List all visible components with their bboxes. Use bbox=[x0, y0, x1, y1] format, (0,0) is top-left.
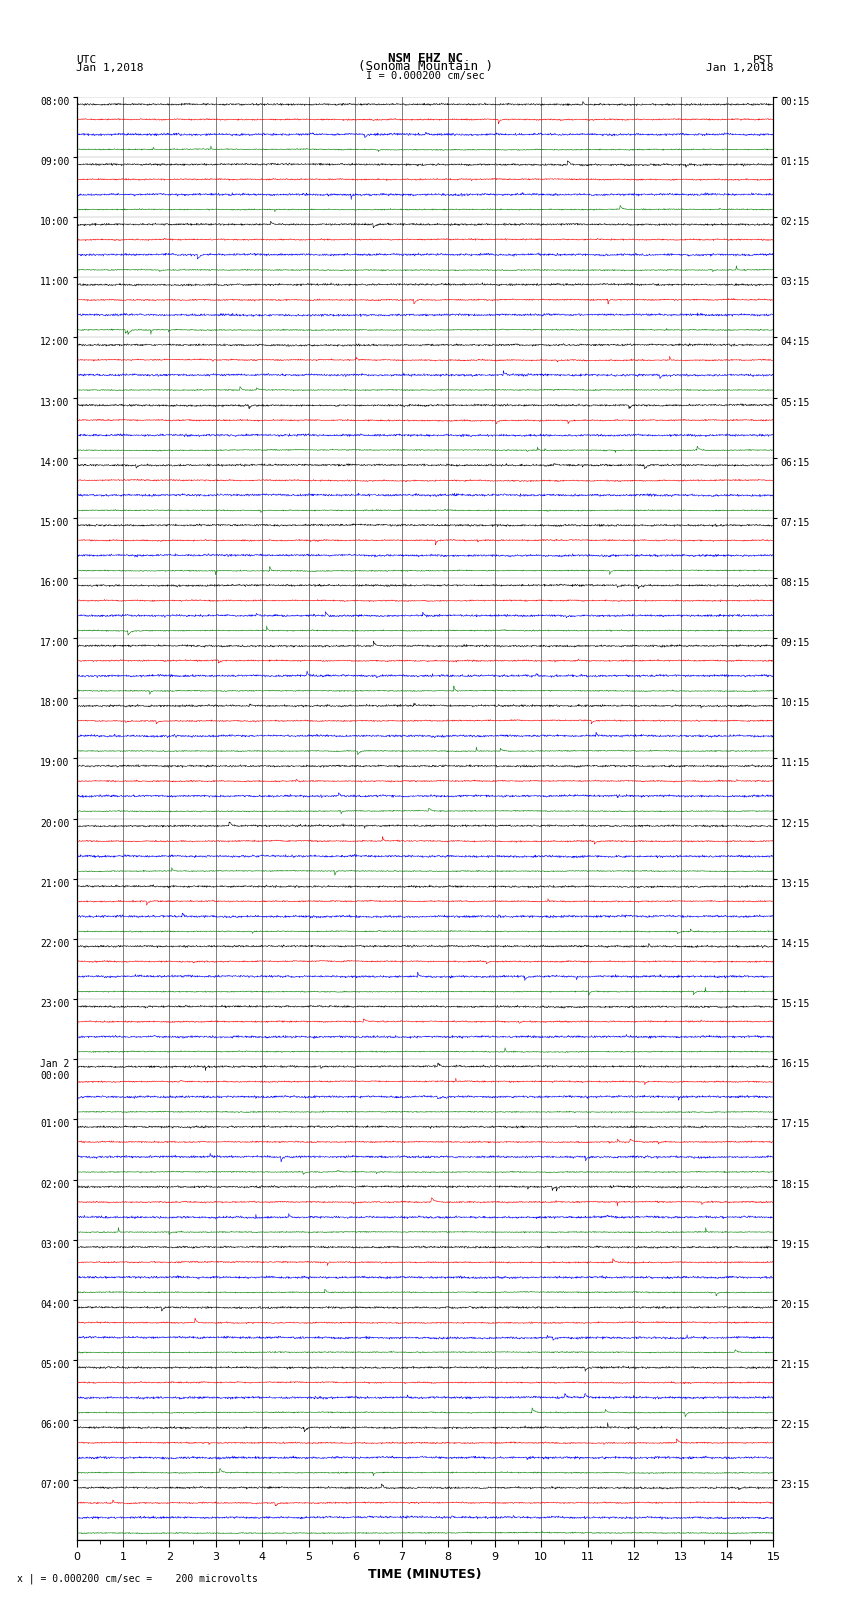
Text: UTC: UTC bbox=[76, 55, 97, 65]
Text: NSM EHZ NC: NSM EHZ NC bbox=[388, 52, 462, 65]
Text: Jan 1,2018: Jan 1,2018 bbox=[76, 63, 144, 73]
Text: Jan 1,2018: Jan 1,2018 bbox=[706, 63, 774, 73]
Text: PST: PST bbox=[753, 55, 774, 65]
Text: I = 0.000200 cm/sec: I = 0.000200 cm/sec bbox=[366, 71, 484, 81]
Text: (Sonoma Mountain ): (Sonoma Mountain ) bbox=[358, 60, 492, 73]
X-axis label: TIME (MINUTES): TIME (MINUTES) bbox=[368, 1568, 482, 1581]
Text: x | = 0.000200 cm/sec =    200 microvolts: x | = 0.000200 cm/sec = 200 microvolts bbox=[17, 1573, 258, 1584]
